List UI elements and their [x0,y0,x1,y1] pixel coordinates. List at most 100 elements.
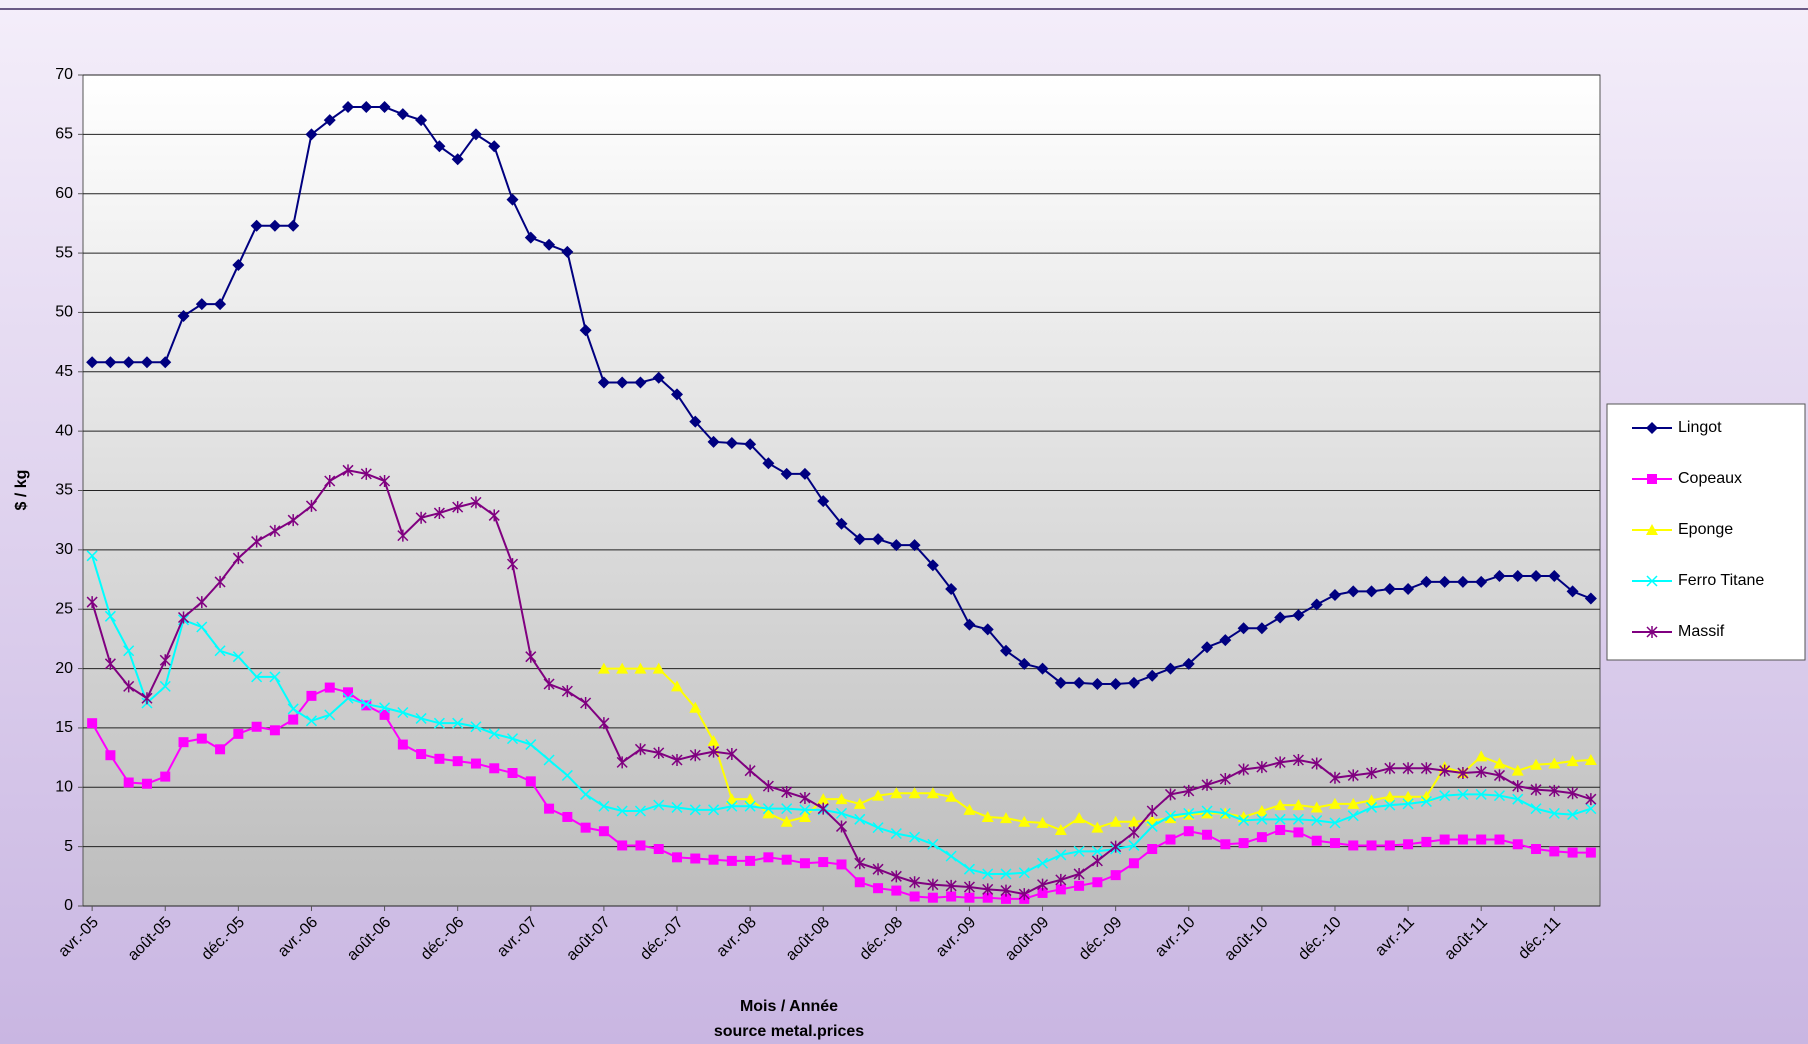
data-point [524,231,537,244]
data-point [452,756,463,767]
data-point [378,101,391,114]
data-point [689,749,701,762]
data-point [872,863,884,876]
data-point [579,324,592,337]
data-point [1256,832,1267,843]
data-point [470,721,482,733]
y-tick-label: 45 [55,363,73,380]
data-point [269,725,280,736]
data-point [1092,877,1103,888]
data-point [854,877,865,888]
data-point [324,475,336,488]
data-point [1183,807,1195,819]
data-point [798,467,811,480]
data-point [1219,772,1231,785]
data-point [561,769,573,781]
data-point [1109,815,1122,827]
data-point [305,499,317,512]
data-point [818,857,829,868]
data-point [397,706,409,719]
data-point [561,245,574,258]
data-point [123,680,135,693]
data-point [634,376,647,389]
data-point [1439,790,1451,802]
data-point [1366,801,1378,813]
data-point [744,793,757,805]
data-point [1165,834,1176,845]
data-point [671,801,683,813]
data-point [122,356,135,369]
data-point [415,114,428,127]
data-point [1420,575,1433,588]
data-point [1384,762,1396,775]
data-point [1201,805,1213,817]
data-point [1493,769,1506,782]
data-point [232,258,245,271]
data-point [1438,575,1451,588]
data-point [763,852,774,863]
data-point [397,739,408,750]
data-point [1219,807,1231,819]
data-point [982,868,994,880]
data-point [215,744,226,755]
data-point [1073,812,1086,824]
data-point [708,745,720,758]
data-point [1054,676,1067,689]
data-point [799,858,810,869]
y-tick-label: 0 [64,897,73,914]
data-point [1384,799,1396,811]
data-point [287,703,299,715]
data-point [1348,840,1359,851]
data-point [1328,797,1341,809]
data-point [1366,840,1377,851]
data-point [397,529,409,542]
data-point [1329,771,1341,784]
legend-marker [1646,575,1658,587]
data-point [616,662,629,674]
data-point [1548,807,1560,819]
data-point [86,356,99,369]
data-point [762,807,775,819]
data-point [1585,847,1596,858]
legend-marker [1646,626,1658,638]
data-point [1274,813,1286,825]
data-point [689,701,702,713]
data-point [433,507,445,520]
data-point [634,805,646,817]
data-point [232,552,244,565]
data-point [835,517,848,530]
data-point [927,878,939,891]
data-point [1018,657,1031,670]
data-point [762,803,774,815]
data-point [251,535,263,548]
data-point [1329,817,1341,829]
data-point [1328,588,1341,601]
data-point [1201,807,1214,819]
data-point [945,790,958,802]
data-point [1292,813,1304,825]
data-point [1238,838,1249,849]
data-point [598,717,610,730]
data-point [1530,803,1542,815]
data-point [1494,834,1505,845]
data-point [1567,809,1579,821]
data-point [506,193,519,206]
data-point [1055,849,1067,861]
data-point [1511,569,1524,582]
data-point [1439,764,1451,777]
data-point [1383,583,1396,596]
data-point [708,854,719,865]
data-point [1457,834,1468,845]
data-point [1110,870,1121,881]
data-point [781,786,793,799]
data-point [214,645,226,657]
data-point [196,621,208,633]
y-tick-label: 5 [64,838,73,855]
data-point [981,623,994,636]
data-point [379,709,390,720]
data-point [1402,583,1415,596]
data-point [798,810,811,822]
data-point [86,596,98,609]
data-point [890,539,903,552]
